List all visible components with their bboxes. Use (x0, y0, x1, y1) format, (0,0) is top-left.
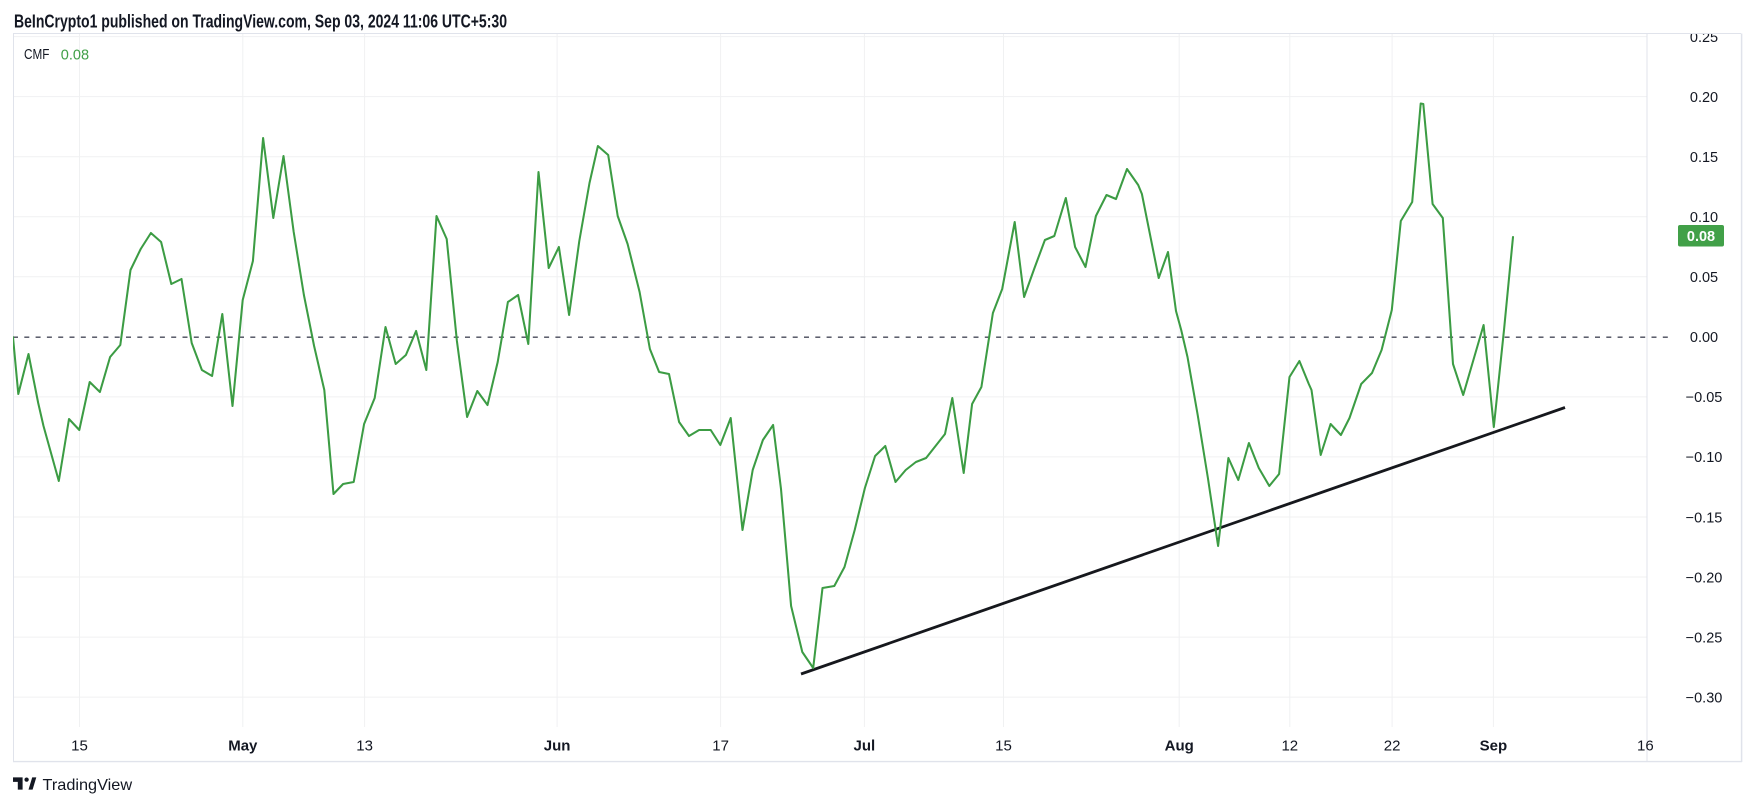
svg-text:BeInCrypto1 published on Tradi: BeInCrypto1 published on TradingView.com… (14, 10, 507, 31)
svg-text:15: 15 (995, 737, 1012, 754)
svg-text:0.25: 0.25 (1690, 30, 1718, 46)
svg-text:Aug: Aug (1165, 737, 1194, 754)
svg-text:13: 13 (356, 737, 373, 754)
svg-text:−0.15: −0.15 (1686, 510, 1723, 526)
svg-text:Jul: Jul (854, 737, 876, 754)
svg-text:12: 12 (1281, 737, 1298, 754)
svg-text:May: May (228, 737, 258, 754)
svg-text:Sep: Sep (1480, 737, 1508, 754)
svg-text:0.08: 0.08 (61, 46, 89, 63)
svg-text:−0.20: −0.20 (1686, 570, 1723, 586)
svg-text:0.08: 0.08 (1687, 229, 1715, 245)
svg-text:0.00: 0.00 (1690, 330, 1718, 346)
svg-text:15: 15 (71, 737, 88, 754)
svg-text:0.05: 0.05 (1690, 270, 1718, 286)
svg-text:TradingView: TradingView (43, 777, 133, 794)
svg-text:−0.25: −0.25 (1686, 630, 1723, 646)
svg-text:0.15: 0.15 (1690, 150, 1718, 166)
svg-text:0.10: 0.10 (1690, 210, 1718, 226)
svg-text:−0.30: −0.30 (1686, 690, 1723, 706)
svg-text:17: 17 (712, 737, 729, 754)
svg-text:−0.10: −0.10 (1686, 450, 1723, 466)
svg-text:0.20: 0.20 (1690, 90, 1718, 106)
svg-text:−0.05: −0.05 (1686, 390, 1723, 406)
svg-text:Jun: Jun (544, 737, 571, 754)
svg-text:CMF: CMF (24, 46, 49, 63)
svg-text:22: 22 (1384, 737, 1401, 754)
svg-text:16: 16 (1637, 737, 1654, 754)
